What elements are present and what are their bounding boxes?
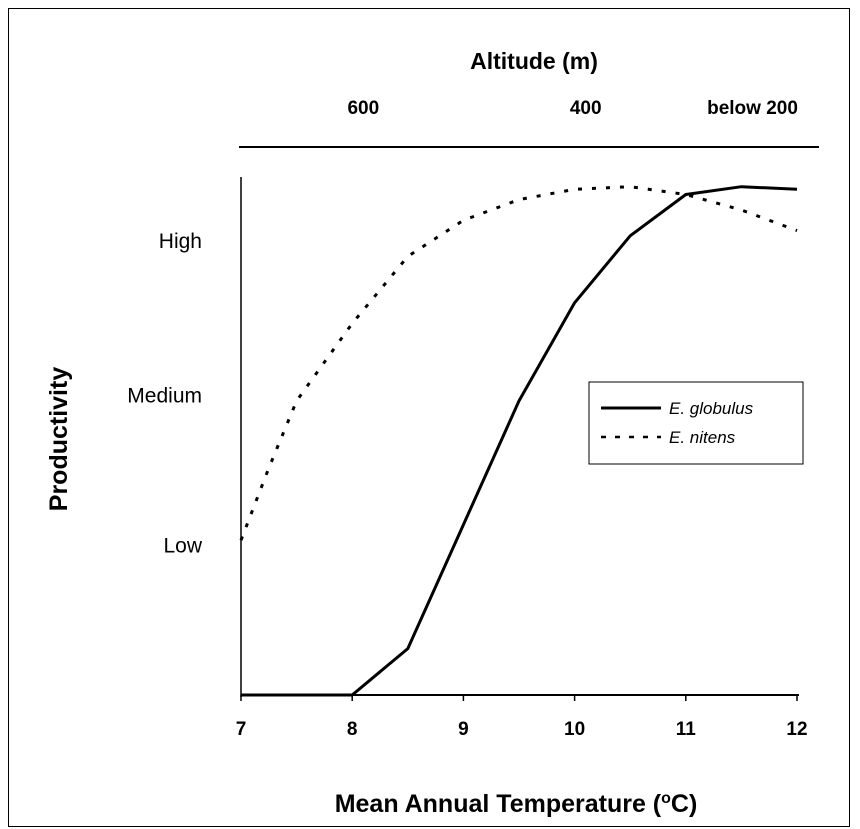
top-axis-title: Altitude (m) — [470, 48, 598, 74]
x-tick-label: 8 — [347, 719, 358, 740]
top-axis-label: 600 — [347, 98, 379, 119]
x-tick-label: 7 — [236, 719, 247, 740]
x-axis-title-text: Mean Annual Temperature — [335, 790, 646, 818]
series-line-globulus — [241, 185, 798, 697]
x-tick-label: 12 — [786, 719, 807, 740]
y-tick-label: High — [159, 230, 202, 253]
top-axis-label: below 200 — [707, 98, 798, 119]
y-tick-label: Medium — [127, 385, 202, 408]
x-axis-title: Mean Annual Temperature (oC) — [335, 790, 698, 818]
x-tick-label: 11 — [676, 719, 697, 740]
legend-label-globulus: E. globulus — [669, 399, 754, 418]
legend: E. globulus E. nitens — [588, 381, 804, 465]
legend-box — [588, 381, 804, 465]
y-tick-label: Low — [163, 534, 202, 557]
top-axis-label: 400 — [570, 98, 602, 119]
series-line-nitens — [239, 185, 798, 541]
legend-label-nitens: E. nitens — [669, 428, 736, 447]
x-axis-unit-superscript: o — [661, 790, 671, 807]
x-axis-unit: C — [671, 790, 689, 818]
chart-frame: Altitude (m) 600 400 below 200 7 8 9 10 11 12 L… — [8, 8, 850, 827]
x-tick-label: 10 — [564, 719, 585, 740]
y-axis-title: Productivity — [45, 367, 73, 512]
productivity-chart: Altitude (m) 600 400 below 200 7 8 9 10 11 12 L… — [45, 48, 819, 818]
x-tick-label: 9 — [458, 719, 469, 740]
